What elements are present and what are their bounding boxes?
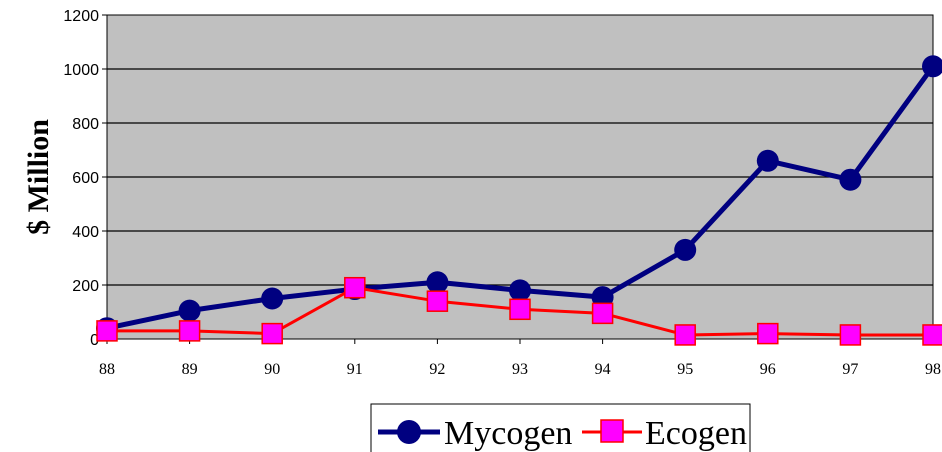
mycogen-point [261, 287, 284, 310]
legend-mycogen-label: Mycogen [444, 415, 572, 452]
x-axis-ticks: 88 89 90 91 92 93 94 95 96 97 98 [99, 339, 941, 378]
x-tick-label: 88 [99, 361, 115, 378]
gridlines [107, 68, 933, 286]
x-tick-label: 89 [182, 361, 198, 378]
ecogen-point [178, 320, 201, 342]
ecogen-point [426, 290, 449, 312]
y-axis-label: $ Million [22, 119, 55, 235]
x-tick-label: 98 [925, 361, 941, 378]
mycogen-point [674, 238, 697, 261]
mycogen-point [426, 271, 449, 294]
legend-mycogen-marker [397, 420, 421, 444]
ecogen-point [674, 324, 696, 346]
x-tick-label: 96 [760, 361, 776, 378]
mycogen-point [178, 299, 201, 322]
legend: Mycogen Ecogen [370, 403, 751, 452]
mycogen-point [509, 279, 531, 302]
y-axis-ticks: 0 200 400 600 800 1000 1200 [63, 8, 107, 349]
legend-box [370, 403, 751, 452]
ecogen-point [757, 322, 779, 345]
x-tick-label: 90 [264, 361, 280, 378]
y-tick-label: 400 [72, 224, 99, 241]
ecogen-point [344, 276, 366, 299]
legend-ecogen-marker [600, 419, 624, 443]
y-tick-label: 1200 [63, 8, 99, 25]
y-tick-label: 800 [72, 116, 99, 133]
mycogen-point [756, 149, 779, 172]
x-tick-label: 95 [677, 361, 693, 378]
mycogen-point [922, 55, 942, 78]
mycogen-point [839, 168, 862, 191]
y-tick-label: 1000 [63, 62, 99, 79]
ecogen-point [96, 320, 118, 342]
ecogen-point [839, 324, 862, 346]
ecogen-point [922, 324, 942, 346]
ecogen-point [509, 298, 531, 321]
y-tick-label: 200 [72, 278, 99, 295]
x-tick-label: 97 [842, 361, 858, 378]
legend-ecogen-label: Ecogen [645, 415, 747, 452]
ecogen-point [591, 302, 614, 325]
x-tick-label: 91 [347, 361, 363, 378]
x-tick-label: 93 [512, 361, 528, 378]
x-tick-label: 94 [595, 361, 611, 378]
series-layer [96, 55, 942, 346]
ecogen-point [261, 322, 283, 345]
x-tick-label: 92 [429, 361, 445, 378]
y-tick-label: 0 [90, 332, 99, 349]
y-tick-label: 600 [72, 170, 99, 187]
